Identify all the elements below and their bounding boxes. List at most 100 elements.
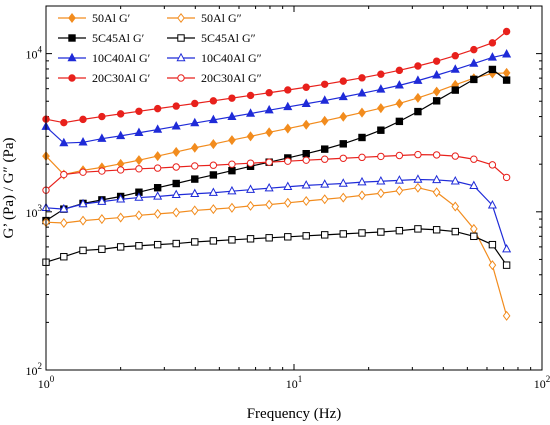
- data-point: [283, 197, 292, 208]
- data-point: [153, 208, 162, 219]
- data-point: [358, 229, 366, 237]
- legend-marker: [68, 74, 76, 82]
- data-point: [60, 118, 68, 127]
- data-point: [377, 152, 385, 161]
- data-point: [172, 163, 180, 171]
- x-axis-title: Frequency (Hz): [247, 406, 342, 422]
- data-point: [98, 214, 106, 225]
- data-point: [153, 184, 162, 192]
- y-tick-label-base: 10: [26, 206, 38, 220]
- data-point: [246, 108, 256, 117]
- data-point: [414, 92, 422, 103]
- data-point: [153, 191, 163, 200]
- data-point: [414, 182, 422, 193]
- data-point: [172, 207, 181, 218]
- data-point: [487, 200, 497, 209]
- data-point: [339, 111, 348, 122]
- data-point: [469, 58, 479, 67]
- legend-label: 5C45Al G″: [201, 31, 256, 45]
- data-point: [321, 145, 329, 153]
- data-point: [502, 49, 512, 58]
- data-point: [357, 176, 367, 186]
- data-point: [135, 155, 143, 166]
- data-point: [79, 115, 87, 124]
- data-point: [227, 185, 237, 195]
- data-point: [190, 205, 199, 216]
- data-point: [116, 212, 125, 223]
- data-point: [302, 156, 310, 164]
- data-point: [209, 237, 218, 245]
- data-point: [246, 91, 255, 100]
- legend-item: 10C40Al G″: [167, 51, 262, 65]
- data-point: [190, 188, 200, 197]
- data-point: [413, 75, 423, 84]
- data-point: [209, 139, 218, 150]
- series-storage-modulus: [42, 27, 511, 127]
- data-point: [377, 103, 385, 114]
- data-point: [488, 39, 497, 47]
- data-point: [469, 180, 479, 190]
- data-point: [283, 181, 293, 190]
- data-point: [209, 97, 218, 105]
- data-point: [395, 117, 404, 126]
- x-tick-label-exponent: 0: [50, 374, 55, 384]
- data-point: [116, 166, 125, 174]
- data-point: [432, 226, 441, 234]
- data-point: [339, 230, 347, 238]
- data-point: [153, 124, 163, 133]
- data-point: [358, 74, 366, 82]
- legend-item: 20C30Al G″: [167, 71, 262, 85]
- data-point: [135, 165, 143, 173]
- data-point: [153, 151, 162, 162]
- legend-label: 50Al G″: [201, 11, 242, 25]
- data-point: [432, 69, 442, 79]
- legend-label: 5C45Al G′: [92, 31, 145, 45]
- y-tick-label-exponent: 2: [38, 361, 43, 371]
- data-point: [79, 215, 87, 226]
- data-point: [358, 107, 366, 118]
- x-tick-label-exponent: 2: [546, 374, 550, 384]
- legend-label: 20C30Al G′: [92, 71, 151, 85]
- data-point: [265, 158, 273, 166]
- data-point: [339, 77, 347, 85]
- y-tick-label-base: 10: [26, 48, 38, 62]
- data-point: [227, 111, 237, 120]
- x-tick-label-exponent: 1: [298, 374, 303, 384]
- legend-label: 10C40Al G′: [92, 51, 151, 65]
- legend-label: 10C40Al G″: [201, 51, 262, 65]
- legend-item: 5C45Al G″: [167, 31, 256, 45]
- data-point: [358, 133, 366, 142]
- data-point: [414, 225, 422, 233]
- data-point: [320, 179, 330, 188]
- data-point: [265, 199, 273, 210]
- data-point: [502, 261, 511, 269]
- data-point: [488, 65, 497, 74]
- data-point: [153, 164, 162, 172]
- data-point: [395, 226, 404, 235]
- data-point: [395, 151, 404, 160]
- data-point: [283, 101, 293, 111]
- data-point: [357, 88, 367, 97]
- data-point: [414, 107, 422, 116]
- data-point: [228, 202, 236, 213]
- y-tick-label-base: 10: [26, 364, 38, 378]
- data-point: [116, 130, 126, 140]
- data-point: [470, 155, 478, 163]
- data-point: [209, 161, 218, 169]
- series-loss-modulus: [42, 150, 511, 194]
- data-point: [377, 188, 385, 199]
- x-tick-label-base: 10: [38, 377, 50, 391]
- data-point: [246, 131, 255, 142]
- data-point: [470, 45, 478, 54]
- data-point: [320, 194, 329, 205]
- data-point: [60, 253, 68, 261]
- data-point: [60, 170, 68, 179]
- data-point: [376, 84, 386, 93]
- legend-label: 20C30Al G″: [201, 71, 262, 85]
- data-point: [97, 196, 107, 205]
- x-tick-label: 100: [38, 374, 55, 391]
- data-point: [134, 127, 144, 136]
- data-point: [414, 150, 422, 159]
- data-point: [502, 310, 511, 321]
